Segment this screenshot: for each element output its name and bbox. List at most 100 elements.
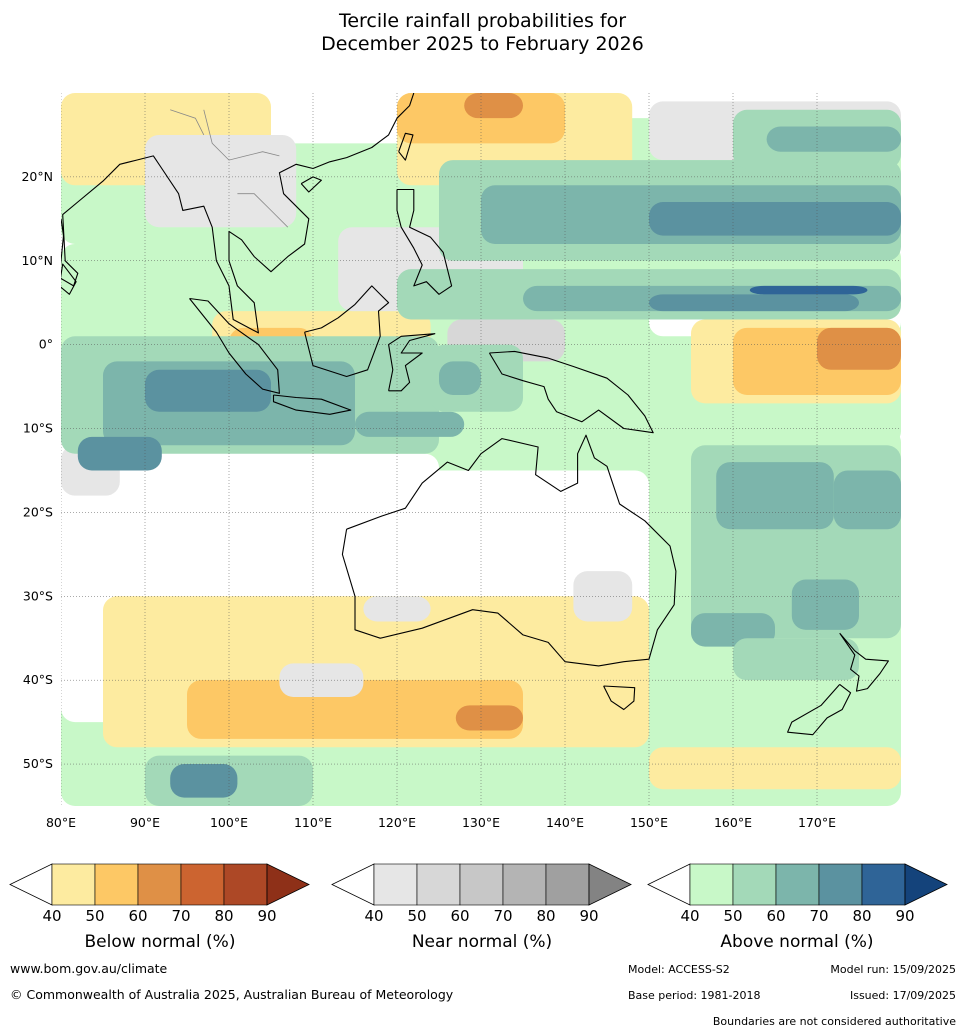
- colorbar-tick-label: 70: [171, 907, 190, 925]
- longitude-tick-label: 80°E: [46, 815, 76, 830]
- copyright-text: © Commonwealth of Australia 2025, Austra…: [10, 987, 454, 1002]
- colorbar-segment: [94, 863, 139, 906]
- probability-region: [833, 470, 901, 530]
- longitude-tick-label: 100°E: [210, 815, 248, 830]
- latitude-tick-label: 10°S: [23, 421, 53, 436]
- colorbar-tick-label: 40: [680, 907, 699, 925]
- colorbar-tick-label: 80: [214, 907, 233, 925]
- colorbar-under-arrow: [9, 863, 53, 906]
- hainan-coastline: [300, 176, 322, 193]
- model-text: Model: ACCESS-S2: [628, 963, 730, 976]
- title-line-2: December 2025 to February 2026: [321, 33, 644, 55]
- taiwan-coastline: [398, 132, 414, 161]
- colorbar-tick-label: 50: [723, 907, 742, 925]
- title-line-1: Tercile rainfall probabilities for: [338, 10, 627, 32]
- colorbar-tick-label: 50: [85, 907, 104, 925]
- philippines-coastline: [396, 188, 453, 295]
- colorbar-over-arrow: [266, 863, 310, 906]
- colorbar-under-arrow: [331, 863, 375, 906]
- longitude-tick-label: 150°E: [630, 815, 668, 830]
- latitude-tick-label: 20°N: [21, 169, 53, 184]
- probability-region: [355, 411, 465, 437]
- colorbar-2: 40 50 60 70 80 90: [647, 863, 948, 925]
- colorbar-tick-label: 70: [493, 907, 512, 925]
- new-guinea-coastline: [488, 350, 654, 434]
- colorbar-segment: [51, 863, 96, 906]
- probability-region: [749, 285, 868, 295]
- longitude-tick-label: 140°E: [546, 815, 584, 830]
- longitude-tick-label: 160°E: [714, 815, 752, 830]
- latitude-tick-label: 30°S: [23, 588, 53, 603]
- new-zealand-south-coastline: [787, 683, 852, 736]
- sri-lanka-coastline: [61, 263, 77, 295]
- probability-region: [145, 369, 271, 412]
- longitude-tick-label: 130°E: [462, 815, 500, 830]
- probability-region: [439, 361, 481, 395]
- latitude-tick-label: 20°S: [23, 504, 53, 519]
- probability-region: [170, 764, 238, 798]
- colorbar-0: 40 50 60 70 80 90: [9, 863, 310, 925]
- model-run-text: Model run: 15/09/2025: [830, 963, 956, 976]
- colorbar-tick-label: 40: [364, 907, 383, 925]
- probability-region: [649, 202, 901, 236]
- latitude-tick-label: 10°N: [21, 253, 53, 268]
- near-normal-label: Near normal (%): [411, 932, 553, 952]
- colorbar-tick-label: 40: [42, 907, 61, 925]
- colorbar-tick-label: 70: [809, 907, 828, 925]
- colorbar-tick-label: 80: [536, 907, 555, 925]
- tasmania-coastline: [603, 685, 636, 711]
- colorbar-tick-label: 90: [895, 907, 914, 925]
- longitude-tick-label: 120°E: [378, 815, 416, 830]
- probability-region: [464, 93, 523, 119]
- probability-region: [455, 705, 523, 731]
- colorbar-over-arrow: [588, 863, 632, 906]
- longitude-tick-label: 90°E: [130, 815, 160, 830]
- latitude-tick-label: 0°: [39, 337, 53, 352]
- colorbar-segment: [416, 863, 461, 906]
- colorbar-segment: [818, 863, 863, 906]
- issued-text: Issued: 17/09/2025: [849, 989, 956, 1002]
- colorbar-tick-label: 60: [128, 907, 147, 925]
- probability-region: [573, 571, 633, 622]
- java-coastline: [272, 394, 352, 415]
- colorbar-tick-label: 80: [852, 907, 871, 925]
- disclaimer-text: Boundaries are not considered authoritat…: [712, 1015, 956, 1028]
- colorbar-segment: [373, 863, 418, 906]
- new-zealand-coastline: [839, 632, 889, 692]
- probability-region: [363, 596, 431, 622]
- longitude-tick-label: 170°E: [798, 815, 836, 830]
- probability-region: [791, 579, 859, 630]
- probability-region: [77, 436, 162, 471]
- colorbar-1: 40 50 60 70 80 90: [331, 863, 632, 925]
- borneo-coastline: [304, 285, 390, 378]
- below-normal-label: Below normal (%): [84, 932, 236, 952]
- above-normal-label: Above normal (%): [720, 932, 874, 952]
- colorbar-segment: [775, 863, 820, 906]
- colorbar-tick-label: 90: [579, 907, 598, 925]
- colorbar-tick-label: 60: [450, 907, 469, 925]
- probability-region: [279, 663, 364, 697]
- website-text: www.bom.gov.au/climate: [10, 961, 168, 976]
- colorbar-tick-label: 50: [407, 907, 426, 925]
- colorbar-segment: [689, 863, 734, 906]
- latitude-tick-label: 50°S: [23, 756, 53, 771]
- map-title: Tercile rainfall probabilities for Decem…: [0, 10, 965, 56]
- colorbar-segment: [861, 863, 906, 906]
- sumatra-coastline: [189, 297, 280, 394]
- asia-coastline: [61, 93, 415, 334]
- sulawesi-coastline: [388, 333, 436, 392]
- probability-region: [766, 126, 901, 152]
- colorbar-tick-label: 90: [257, 907, 276, 925]
- probability-region: [817, 327, 901, 370]
- colorbar-segment: [223, 863, 268, 906]
- country-border: [170, 109, 205, 136]
- country-border: [203, 109, 280, 161]
- colorbar-segment: [459, 863, 504, 906]
- latitude-tick-label: 40°S: [23, 672, 53, 687]
- colorbar-over-arrow: [904, 863, 948, 906]
- colorbar-segment: [732, 863, 777, 906]
- base-period-text: Base period: 1981-2018: [628, 989, 761, 1002]
- probability-region: [61, 453, 439, 639]
- colorbar-segment: [137, 863, 182, 906]
